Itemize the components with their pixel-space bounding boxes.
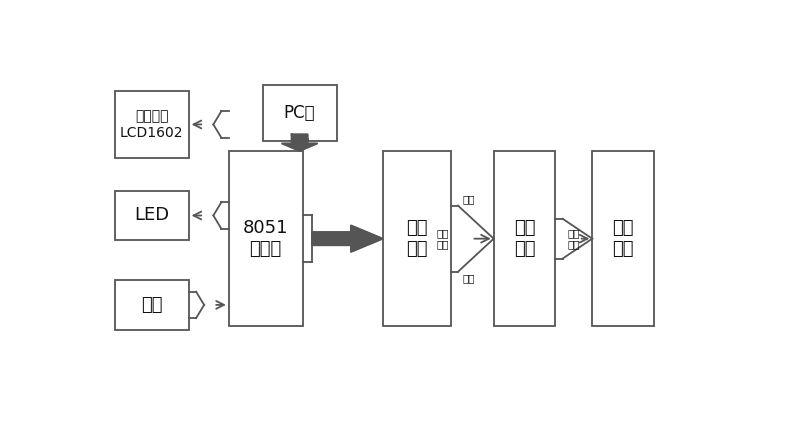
Text: 液晶显示
LCD1602: 液晶显示 LCD1602 bbox=[120, 109, 184, 140]
Bar bbox=[114, 280, 188, 330]
Polygon shape bbox=[312, 225, 383, 252]
Text: 键盘: 键盘 bbox=[141, 296, 162, 314]
Text: 步进
电机: 步进 电机 bbox=[612, 219, 634, 258]
Bar bbox=[592, 151, 653, 326]
Bar bbox=[494, 151, 555, 326]
Bar bbox=[383, 151, 451, 326]
Text: PC机: PC机 bbox=[284, 104, 316, 122]
Text: 8051
单片机: 8051 单片机 bbox=[243, 219, 289, 258]
Bar bbox=[114, 91, 188, 157]
Bar bbox=[114, 190, 188, 240]
Text: LED: LED bbox=[134, 206, 169, 224]
Polygon shape bbox=[282, 134, 317, 151]
Text: 控制
电路: 控制 电路 bbox=[406, 219, 428, 258]
Bar bbox=[262, 85, 336, 141]
Text: 驱动
电路: 驱动 电路 bbox=[514, 219, 535, 258]
Bar bbox=[229, 151, 303, 326]
Text: 驱动
信号: 驱动 信号 bbox=[568, 228, 580, 249]
Text: 控制
信号: 控制 信号 bbox=[436, 228, 449, 249]
Text: 功能: 功能 bbox=[463, 273, 475, 283]
Text: 细分: 细分 bbox=[463, 194, 475, 204]
